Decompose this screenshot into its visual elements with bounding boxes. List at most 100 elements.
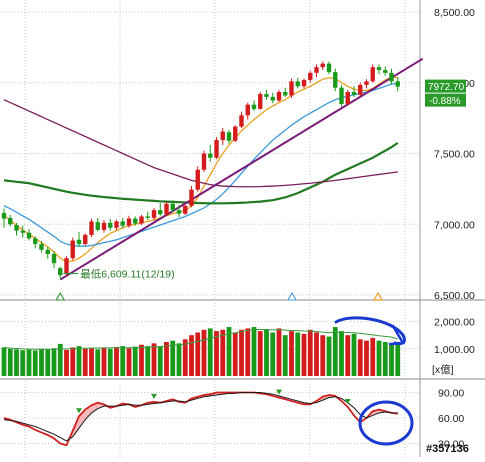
volume-bar xyxy=(1,347,7,376)
candle-body xyxy=(270,96,275,101)
y-tick-label: 8,500.00 xyxy=(434,7,475,19)
candle-body xyxy=(126,218,132,226)
volume-bar xyxy=(351,333,357,376)
volume-bar xyxy=(276,328,282,376)
volume-bar xyxy=(357,339,363,376)
candle-body xyxy=(339,87,344,104)
volume-bar xyxy=(307,329,313,376)
candle-body xyxy=(233,126,238,141)
volume-bar xyxy=(139,344,144,376)
volume-bar xyxy=(332,327,338,376)
oscillator-signal-icon xyxy=(344,398,351,404)
candle-body xyxy=(301,79,307,87)
candle-body xyxy=(14,224,19,231)
candle-body xyxy=(26,232,32,239)
volume-bar xyxy=(232,332,238,376)
volume-bar xyxy=(301,333,307,376)
volume-bar xyxy=(7,348,13,376)
candle-body xyxy=(308,72,313,80)
signal-marker-icon xyxy=(372,291,384,301)
volume-bar xyxy=(101,347,107,376)
candle-body xyxy=(245,104,250,116)
volume-bar xyxy=(370,337,376,376)
volume-bar xyxy=(14,349,19,376)
volume-bar xyxy=(170,340,176,376)
candle-body xyxy=(83,234,88,245)
candle-body xyxy=(189,189,194,206)
candle-body xyxy=(33,238,38,245)
volume-bar xyxy=(214,331,219,376)
change-label: -0.88% xyxy=(429,96,461,107)
candle-body xyxy=(51,253,57,264)
candle-body xyxy=(376,67,382,71)
candle-body xyxy=(295,81,300,87)
candle-body xyxy=(395,81,400,87)
y-tick-label: 7,000.00 xyxy=(434,219,475,231)
volume-bar xyxy=(364,340,369,376)
candle-body xyxy=(220,131,225,141)
candle-body xyxy=(251,104,257,109)
candle-body xyxy=(8,217,13,225)
candle-body xyxy=(370,67,375,82)
candle-body xyxy=(289,81,294,96)
candle-body xyxy=(76,239,82,245)
candle-body xyxy=(326,63,332,73)
volume-bar xyxy=(270,332,276,376)
candle-body xyxy=(389,72,394,82)
candle-body xyxy=(208,153,213,158)
volume-bar xyxy=(95,349,101,376)
y-tick-label: 90.00 xyxy=(438,388,464,400)
volume-bar xyxy=(57,343,63,376)
volume-bar xyxy=(245,328,251,376)
candle-body xyxy=(1,212,7,219)
candle-body xyxy=(264,94,269,97)
candle-body xyxy=(108,222,113,228)
volume-bar xyxy=(182,339,188,376)
volume-bar xyxy=(339,331,344,376)
candle-body xyxy=(89,221,94,235)
volume-unit-label: [x億] xyxy=(432,363,454,376)
low-marker-icon xyxy=(55,291,66,301)
volume-bar xyxy=(326,336,332,376)
signal-marker-icon xyxy=(287,291,297,301)
candle-body xyxy=(351,91,357,95)
volume-bar xyxy=(157,346,163,376)
volume-bar xyxy=(289,331,294,376)
volume-bar xyxy=(226,327,232,376)
candle-body xyxy=(176,210,182,214)
volume-bar xyxy=(251,327,257,376)
candle-body xyxy=(58,268,63,276)
candle-body xyxy=(39,244,44,250)
volume-bar xyxy=(107,348,113,376)
candle-body xyxy=(214,140,219,158)
candle-body xyxy=(151,210,157,218)
volume-bar xyxy=(239,329,244,376)
volume-bar xyxy=(320,335,326,376)
volume-bar xyxy=(45,349,51,376)
y-tick-label: 2,000.00 xyxy=(434,317,475,329)
volume-bar xyxy=(376,340,382,376)
candle-body xyxy=(145,216,150,218)
candle-body xyxy=(314,67,319,73)
candle-body xyxy=(45,249,50,254)
candle-body xyxy=(226,132,232,141)
y-tick-label: 6,500.00 xyxy=(434,290,475,302)
volume-bar xyxy=(39,348,44,376)
y-tick-label: 7,500.00 xyxy=(434,149,475,161)
volume-bar xyxy=(76,346,82,376)
candle-body xyxy=(258,94,263,109)
candle-body xyxy=(95,222,100,230)
candle-body xyxy=(114,221,119,228)
oscillator-signal-icon xyxy=(151,393,157,399)
volume-bar xyxy=(295,332,301,376)
volume-bar xyxy=(151,343,157,376)
volume-bar xyxy=(220,329,226,376)
low-annotation-label: 最低6,609.11(12/19) xyxy=(80,268,174,281)
volume-bar xyxy=(89,348,94,376)
volume-bar xyxy=(70,347,76,376)
moving-average-line xyxy=(3,99,398,188)
volume-bar xyxy=(264,329,269,376)
